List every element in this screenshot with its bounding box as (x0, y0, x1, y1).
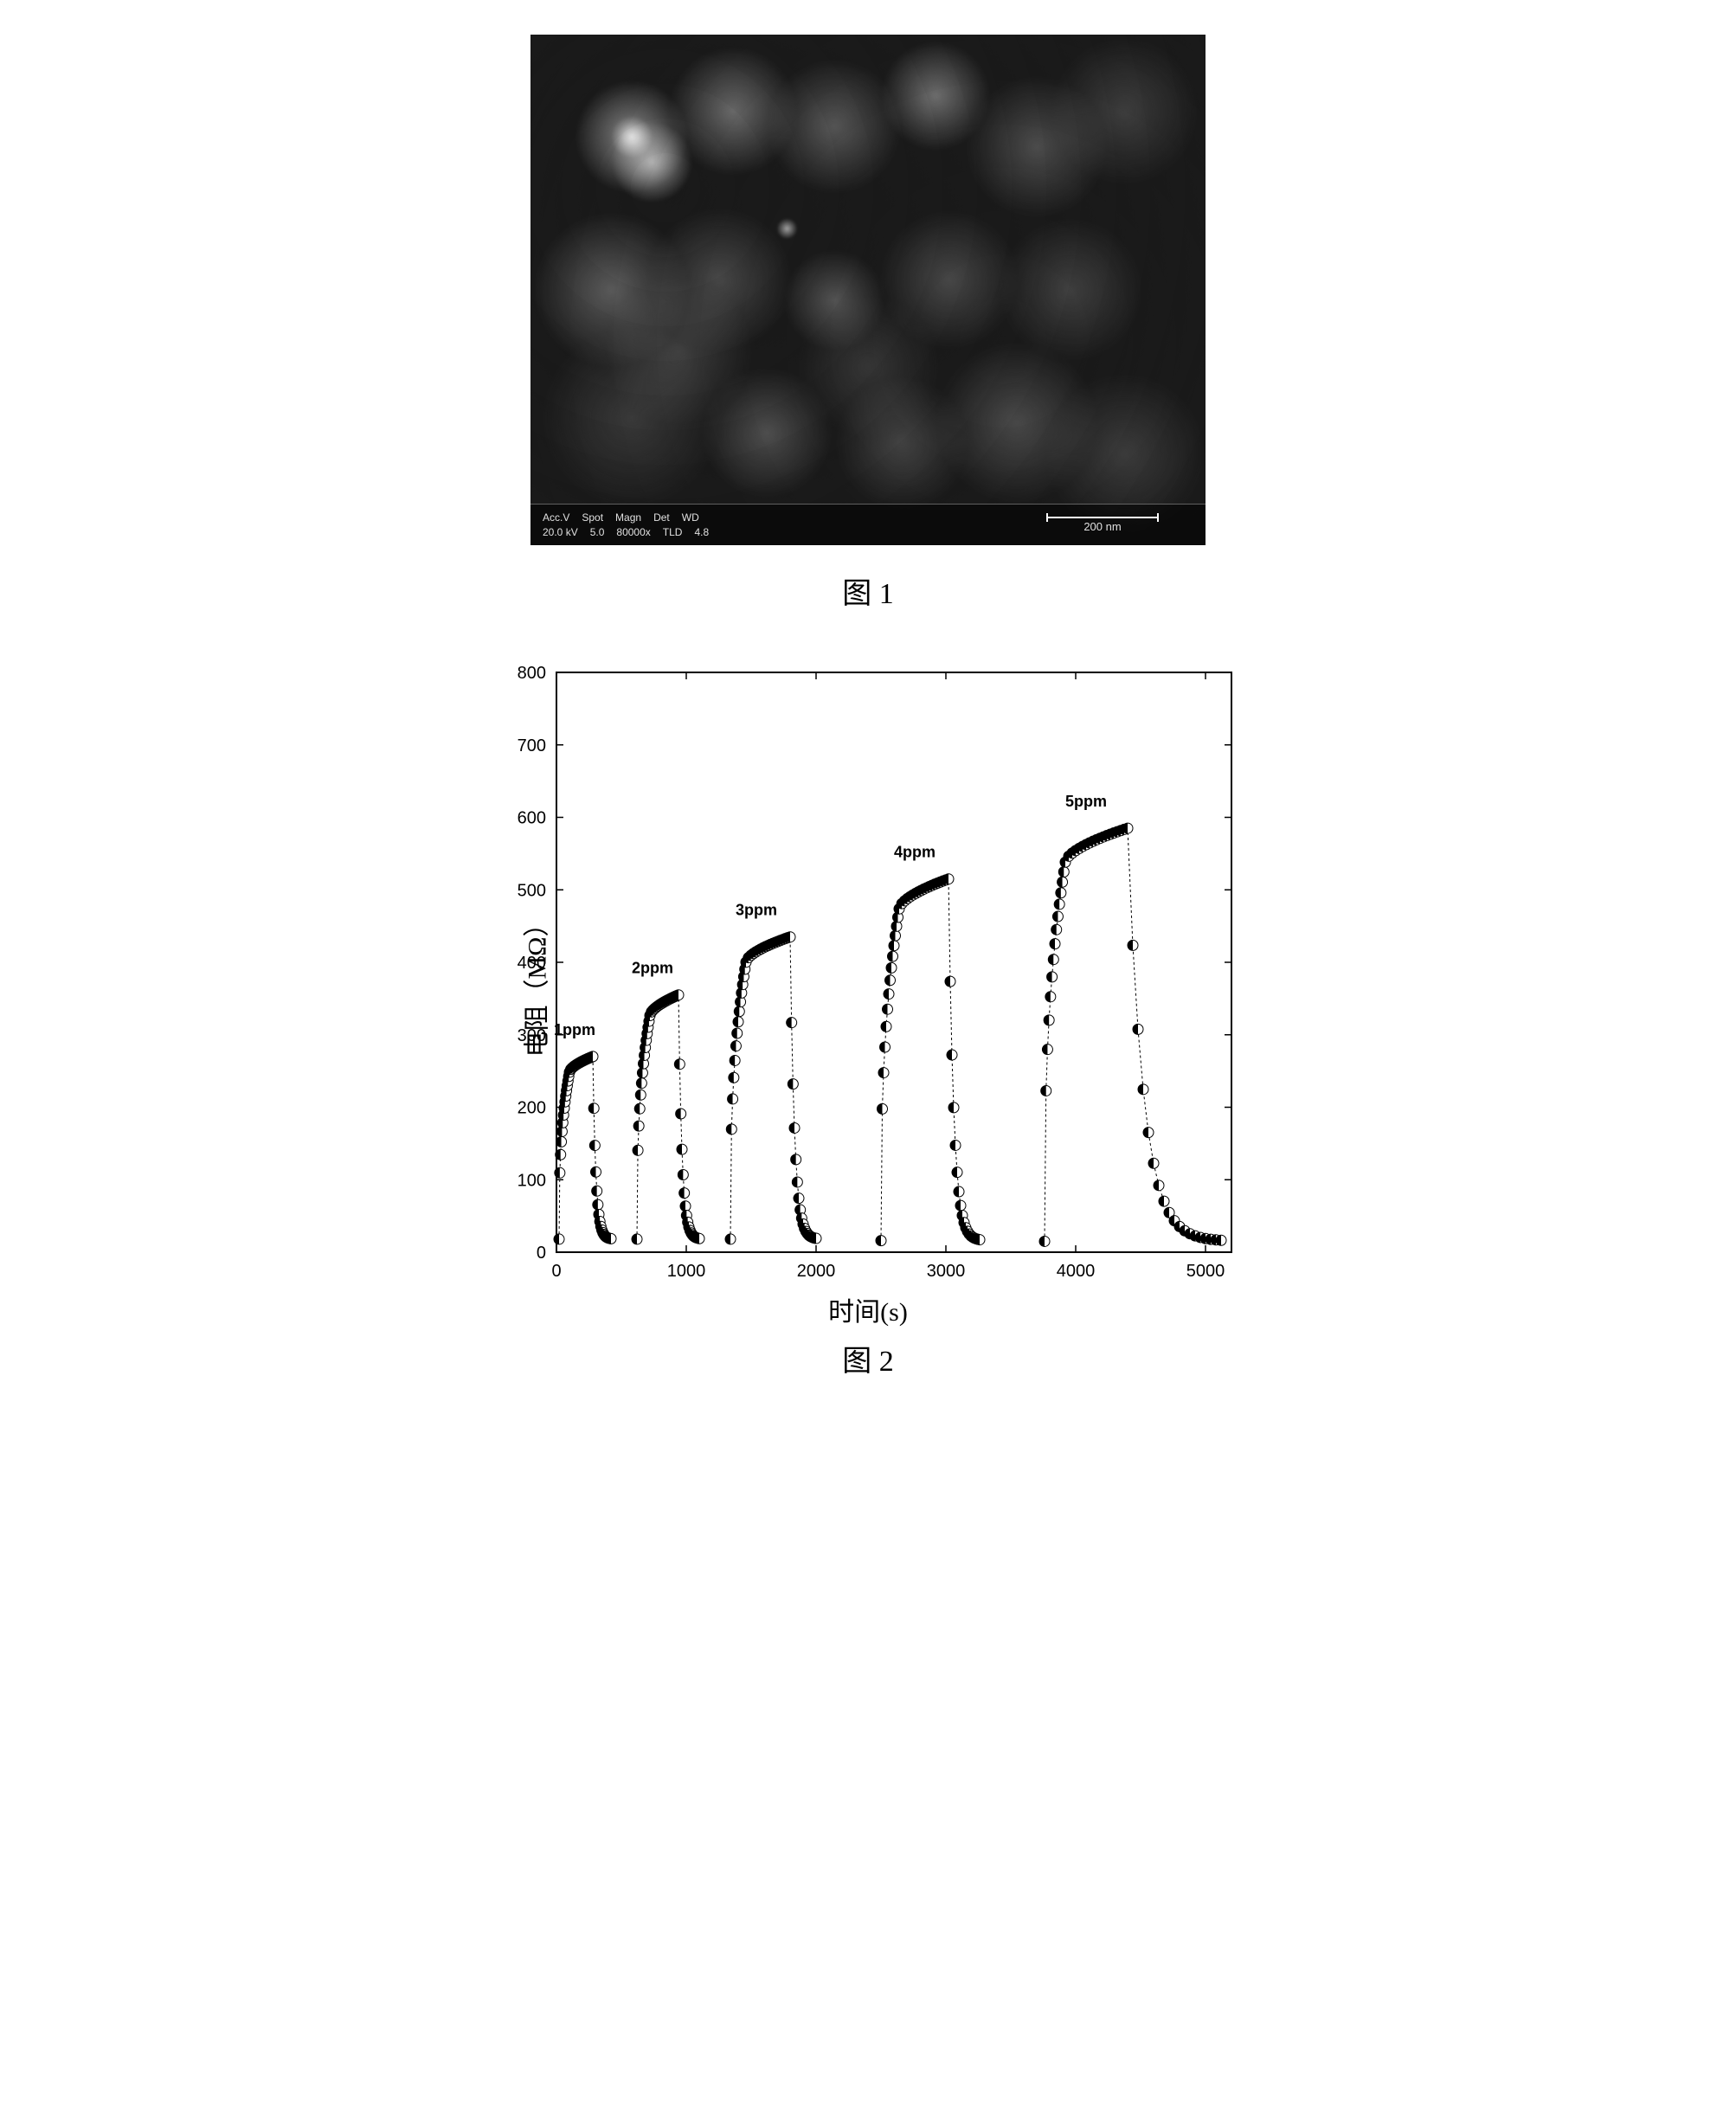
figure-2-container: 电阻（MΩ） 010020030040050060070080001000200… (52, 655, 1684, 1423)
sem-meta-hdr: Magn (615, 511, 641, 524)
svg-text:1000: 1000 (667, 1262, 706, 1281)
sem-meta-hdr: WD (682, 511, 699, 524)
svg-text:500: 500 (518, 881, 546, 900)
chart-ylabel: 电阻（MΩ） (515, 911, 553, 1057)
sem-info-bar: Acc.V Spot Magn Det WD 20.0 kV 5.0 80000… (530, 504, 1206, 545)
svg-text:800: 800 (518, 664, 546, 683)
figure-1-container: Acc.V Spot Magn Det WD 20.0 kV 5.0 80000… (52, 35, 1684, 655)
sem-meta-values: 20.0 kV 5.0 80000x TLD 4.8 (543, 526, 709, 538)
sem-meta-val: 5.0 (590, 526, 605, 538)
svg-text:200: 200 (518, 1099, 546, 1118)
svg-text:5ppm: 5ppm (1065, 793, 1107, 810)
svg-text:0: 0 (537, 1244, 546, 1263)
svg-text:2ppm: 2ppm (632, 960, 673, 977)
svg-text:600: 600 (518, 809, 546, 828)
svg-text:0: 0 (551, 1262, 561, 1281)
chart-svg: 0100200300400500600700800010002000300040… (479, 655, 1257, 1313)
svg-text:4ppm: 4ppm (894, 844, 936, 861)
svg-text:700: 700 (518, 736, 546, 755)
sem-metadata: Acc.V Spot Magn Det WD 20.0 kV 5.0 80000… (543, 511, 709, 538)
sem-meta-val: TLD (663, 526, 683, 538)
chart-xlabel: 时间(s) (828, 1290, 908, 1328)
svg-text:1ppm: 1ppm (554, 1021, 595, 1038)
figure-2-caption: 图 2 (842, 1337, 894, 1379)
figure-1-caption: 图 1 (842, 569, 894, 612)
sem-texture-overlay (530, 35, 1206, 545)
sem-micrograph: Acc.V Spot Magn Det WD 20.0 kV 5.0 80000… (530, 35, 1206, 545)
sem-meta-hdr: Det (653, 511, 670, 524)
svg-text:3ppm: 3ppm (736, 902, 777, 919)
sem-meta-headers: Acc.V Spot Magn Det WD (543, 511, 709, 524)
sem-meta-hdr: Acc.V (543, 511, 569, 524)
sem-meta-val: 80000x (616, 526, 650, 538)
svg-text:5000: 5000 (1186, 1262, 1225, 1281)
svg-text:4000: 4000 (1057, 1262, 1096, 1281)
svg-text:100: 100 (518, 1171, 546, 1190)
sem-scalebar-line (1046, 517, 1159, 518)
svg-text:2000: 2000 (797, 1262, 836, 1281)
sem-meta-hdr: Spot (582, 511, 603, 524)
resistance-chart: 电阻（MΩ） 010020030040050060070080001000200… (479, 655, 1257, 1313)
sem-scalebar-label: 200 nm (1083, 520, 1121, 533)
sem-meta-val: 20.0 kV (543, 526, 578, 538)
svg-text:3000: 3000 (927, 1262, 966, 1281)
sem-meta-val: 4.8 (694, 526, 709, 538)
sem-scalebar: 200 nm (1046, 517, 1159, 533)
